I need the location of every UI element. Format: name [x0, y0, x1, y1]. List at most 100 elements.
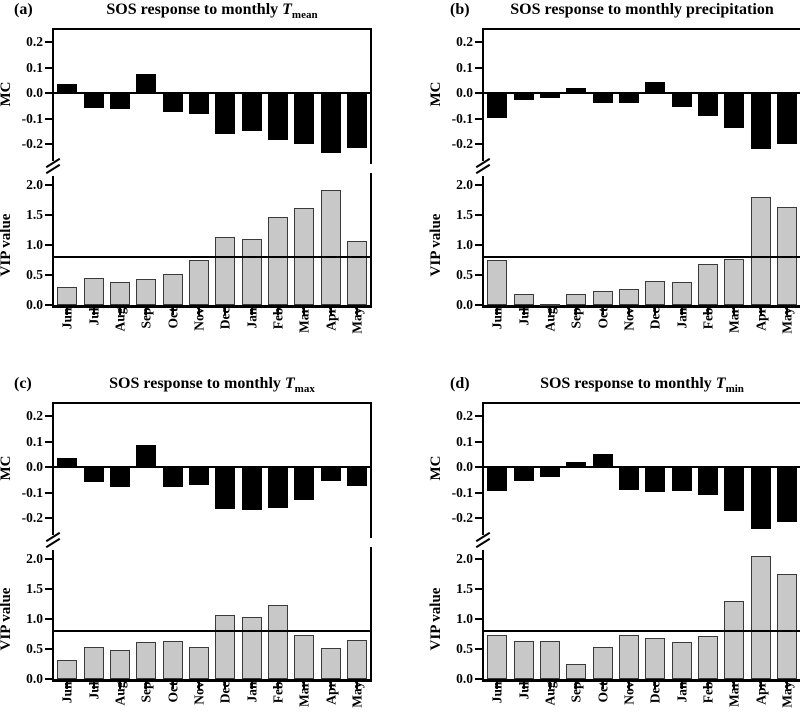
panel-c: (c) SOS response to monthly Tmax 0.2 0.1 0… — [0, 360, 400, 721]
mc-bar — [215, 467, 236, 509]
mc-bar — [267, 467, 288, 508]
month-tick — [496, 308, 499, 315]
month-label: Dec — [217, 307, 233, 330]
month-tick — [224, 308, 227, 315]
mc-y-tick — [475, 415, 482, 417]
month-tick — [92, 682, 95, 689]
title-subscript: mean — [291, 9, 318, 21]
month-label: May — [779, 307, 795, 334]
chart-title: SOS response to monthly precipitation — [462, 1, 800, 21]
month-label: Jan — [244, 307, 259, 329]
month-tick — [680, 682, 683, 689]
mc-bar — [776, 93, 797, 144]
mc-y-tick-label: 0.2 — [456, 408, 473, 423]
mc-y-tick-label: 0.1 — [456, 433, 473, 449]
vip-bar — [776, 206, 797, 305]
vip-bar — [618, 635, 639, 679]
vip-bar — [241, 617, 262, 679]
vip-y-tick-label: 2.0 — [456, 551, 473, 566]
mc-bar — [346, 93, 367, 148]
month-label: Jun — [489, 681, 505, 704]
month-tick — [759, 682, 762, 689]
mc-bar — [83, 467, 104, 483]
mc-bar — [57, 84, 78, 94]
mc-bar — [724, 93, 745, 129]
vip-bar — [750, 197, 771, 305]
mc-y-tick-label: 0.0 — [456, 85, 473, 100]
mc-y-tick — [475, 41, 482, 43]
mc-y-tick-label: 0.0 — [26, 459, 43, 474]
vip-threshold-line — [54, 256, 370, 258]
title-text: SOS response to monthly — [540, 375, 716, 392]
mc-zero-line — [484, 92, 800, 94]
mc-bar — [750, 467, 771, 530]
mc-bar — [83, 93, 104, 109]
month-tick — [733, 682, 736, 689]
mc-y-tick — [475, 66, 482, 69]
vip-axis-title: VIP value — [428, 587, 444, 651]
mc-bar — [724, 467, 745, 512]
vip-threshold-line — [484, 256, 800, 258]
vip-y-tick — [475, 678, 482, 680]
mc-zero-line — [484, 466, 800, 468]
vip-y-tick — [45, 558, 52, 560]
vip-y-tick-label: 1.5 — [456, 581, 473, 596]
mc-bar — [776, 467, 797, 522]
panel-label: (a) — [14, 1, 33, 18]
mc-y-tick — [475, 440, 482, 443]
vip-y-tick-label: 1.0 — [456, 237, 473, 252]
mc-y-tick — [45, 440, 52, 443]
month-tick — [250, 308, 253, 315]
mc-y-tick-label: 0.2 — [26, 408, 43, 423]
vip-bar — [776, 574, 797, 679]
vip-bar — [487, 260, 508, 305]
month-tick — [548, 308, 551, 315]
mc-bar — [671, 467, 692, 491]
vip-y-tick-label: 0.5 — [456, 267, 473, 282]
vip-y-tick-label: 0.5 — [456, 641, 473, 656]
month-label: Mar — [296, 681, 312, 707]
chart-title: SOS response to monthly Tmax — [32, 375, 392, 395]
vip-bar — [697, 263, 718, 305]
vip-y-tick-label: 0.5 — [26, 267, 43, 282]
month-label: Jan — [244, 681, 259, 703]
vip-y-tick — [475, 244, 482, 246]
plot-area: 0.2 0.1 0.0 -0.1 -0.2 2.0 1.5 1.0 0.5 0.0 Jun Jul Au… — [0, 402, 374, 708]
vip-bar — [513, 293, 534, 305]
vip-y-tick — [475, 184, 482, 186]
month-label: Jan — [674, 681, 689, 703]
month-tick — [329, 308, 332, 315]
vip-bar — [697, 635, 718, 679]
month-label: Jun — [59, 307, 75, 330]
month-label: Oct — [165, 681, 180, 703]
mc-y-tick-label: 0.2 — [456, 34, 473, 49]
mc-bar — [566, 87, 587, 94]
mc-y-tick-label: 0.1 — [456, 59, 473, 75]
title-symbol: T — [284, 375, 295, 392]
mc-bar — [109, 467, 130, 488]
month-tick — [654, 682, 657, 689]
month-tick — [496, 682, 499, 689]
vip-bar — [513, 641, 534, 679]
mc-y-tick-label: -0.2 — [451, 510, 473, 525]
vip-bar — [750, 556, 771, 679]
vip-bar — [671, 641, 692, 679]
mc-bar — [697, 467, 718, 495]
month-label: Apr — [323, 681, 338, 705]
month-tick — [197, 308, 200, 315]
month-tick — [575, 308, 578, 315]
month-tick — [171, 308, 174, 315]
mc-bar — [487, 467, 508, 491]
vip-bar — [215, 614, 236, 679]
panel-label: (b) — [450, 1, 470, 18]
month-tick — [303, 682, 306, 689]
month-label: Nov — [621, 307, 637, 331]
vip-bar — [57, 287, 78, 305]
mc-y-tick-label: 0.0 — [456, 459, 473, 474]
vip-bar — [566, 664, 587, 679]
month-tick — [355, 682, 358, 689]
vip-threshold-line — [54, 630, 370, 632]
vip-y-tick — [475, 648, 482, 650]
panel-label: (c) — [14, 375, 32, 392]
mc-bar — [162, 93, 183, 112]
